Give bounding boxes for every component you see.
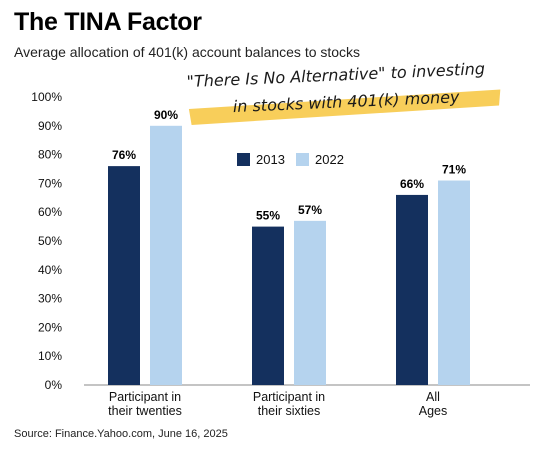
annotation-highlight	[188, 89, 501, 125]
y-tick-label: 10%	[38, 349, 62, 363]
chart-subtitle: Average allocation of 401(k) account bal…	[14, 44, 361, 60]
y-tick-label: 90%	[38, 119, 62, 133]
y-tick-label: 70%	[38, 176, 62, 190]
y-tick-label: 30%	[38, 292, 62, 306]
source-note: Source: Finance.Yahoo.com, June 16, 2025	[14, 428, 228, 440]
bar-value-label: 90%	[154, 108, 178, 122]
y-axis: 0% 10% 20% 30% 40% 50% 60% 70% 80% 90% 100%	[31, 90, 62, 392]
chart-title: The TINA Factor	[14, 8, 202, 36]
bar-2013-1	[252, 226, 284, 385]
x-category-label: Participant in	[253, 390, 325, 404]
annotation: "There Is No Alternative" to investing i…	[186, 59, 501, 125]
bar-2022-1	[294, 220, 326, 385]
legend: 2013 2022	[237, 152, 344, 167]
bar-value-label: 55%	[256, 209, 280, 223]
bar-2013-2	[396, 194, 428, 385]
x-category-label: their sixties	[258, 404, 321, 418]
annotation-line-1: "There Is No Alternative" to investing	[186, 59, 485, 91]
x-category-label: Participant in	[109, 390, 181, 404]
y-tick-label: 20%	[38, 320, 62, 334]
y-tick-label: 0%	[45, 378, 63, 392]
y-tick-label: 50%	[38, 234, 62, 248]
bar-value-label: 71%	[442, 163, 466, 177]
bar-value-label: 57%	[298, 203, 322, 217]
legend-label-2022: 2022	[315, 152, 344, 167]
bar-2022-2	[438, 180, 470, 385]
y-tick-label: 40%	[38, 263, 62, 277]
legend-swatch-2022	[296, 153, 309, 166]
y-tick-label: 60%	[38, 205, 62, 219]
legend-label-2013: 2013	[256, 152, 285, 167]
bar-value-label: 76%	[112, 148, 136, 162]
legend-swatch-2013	[237, 153, 250, 166]
bars-group: 76% 55% 66% 90% 57% 71%	[108, 108, 470, 386]
x-category-label: their twenties	[108, 404, 182, 418]
y-tick-label: 100%	[31, 90, 62, 104]
bar-2022-0	[150, 125, 182, 386]
bar-2013-0	[108, 166, 140, 385]
bar-value-label: 66%	[400, 177, 424, 191]
x-category-label: All	[426, 390, 440, 404]
y-tick-label: 80%	[38, 148, 62, 162]
x-category-label: Ages	[419, 404, 448, 418]
